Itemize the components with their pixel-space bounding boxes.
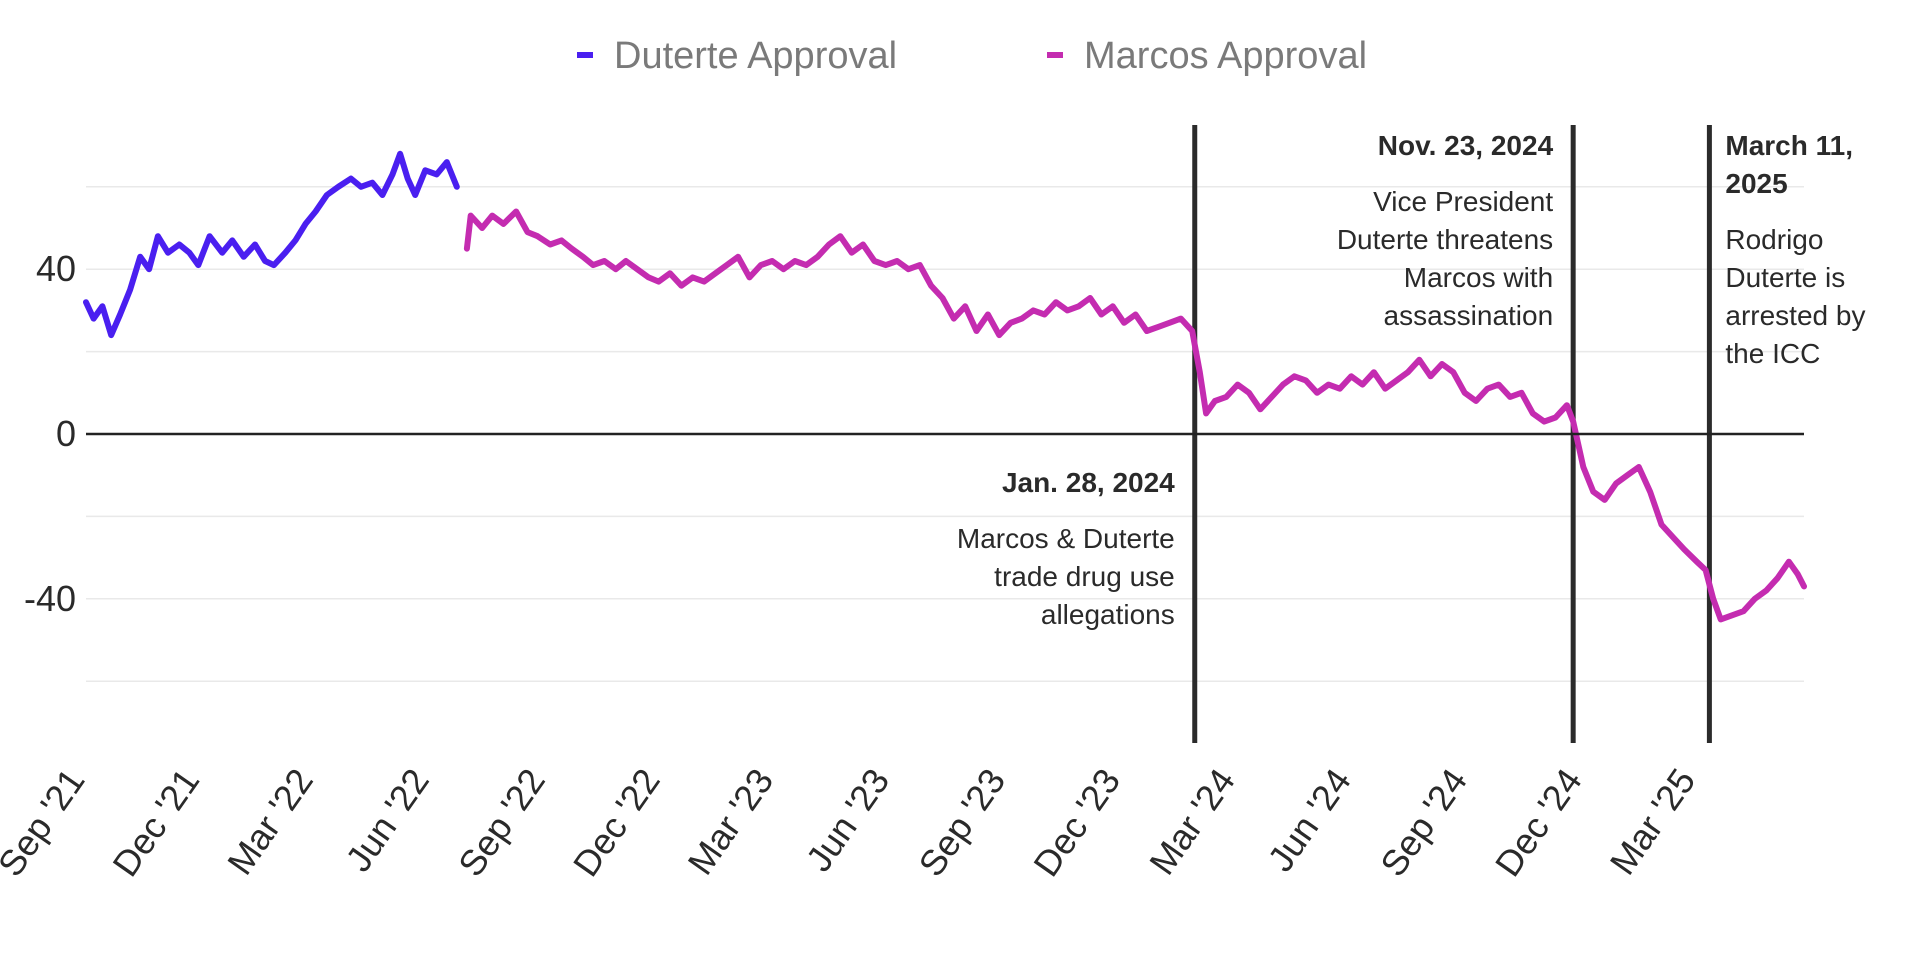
annotation-text: Marcos & Duterte — [957, 523, 1175, 554]
x-tick-label: Mar '24 — [1141, 761, 1243, 882]
x-tick-label: Mar '25 — [1602, 761, 1704, 882]
annotation-text: assassination — [1384, 300, 1554, 331]
x-tick-label: Sep '22 — [450, 761, 553, 884]
annotation-text: Vice President — [1373, 186, 1553, 217]
annotation-title: Jan. 28, 2024 — [1002, 467, 1175, 498]
series-layer — [83, 150, 1807, 623]
y-tick-label: 40 — [36, 248, 76, 289]
x-tick-label: Dec '24 — [1487, 761, 1590, 884]
annotation-title: 2025 — [1725, 168, 1787, 199]
x-tick-label: Jun '24 — [1259, 761, 1359, 879]
annotation-title: March 11, — [1725, 130, 1853, 161]
annotation-text: Marcos with — [1404, 262, 1553, 293]
x-tick-label: Mar '23 — [679, 761, 781, 882]
x-tick-label: Dec '23 — [1025, 761, 1128, 884]
annotations: Jan. 28, 2024 Marcos & Duterte trade drug … — [957, 130, 1866, 630]
x-tick-label: Sep '21 — [0, 761, 93, 884]
annotation-text: arrested by — [1725, 300, 1865, 331]
annotation-text: the ICC — [1725, 338, 1820, 369]
x-tick-label: Jun '22 — [337, 761, 437, 879]
legend-label: Duterte Approval — [614, 35, 897, 77]
annotation-title: Nov. 23, 2024 — [1378, 130, 1554, 161]
annotation-text: Duterte is — [1725, 262, 1845, 293]
x-tick-label: Mar '22 — [219, 761, 321, 882]
grid-layer — [86, 186, 1804, 682]
y-tick-label: -40 — [24, 578, 76, 619]
x-tick-label: Dec '22 — [565, 761, 668, 884]
annotation-text: trade drug use — [994, 561, 1175, 592]
legend-swatch — [577, 52, 593, 58]
legend-swatch — [1047, 52, 1063, 58]
x-tick-label: Dec '21 — [104, 761, 207, 884]
legend-label: Marcos Approval — [1084, 35, 1367, 77]
x-tick-label: Sep '23 — [910, 761, 1013, 884]
x-tick-label: Sep '24 — [1372, 761, 1475, 884]
x-tick-label: Jun '23 — [798, 761, 898, 879]
series-line — [83, 150, 460, 339]
annotation-text: Rodrigo — [1725, 224, 1823, 255]
y-tick-label: 0 — [56, 413, 76, 454]
annotation-text: allegations — [1041, 599, 1175, 630]
annotation-text: Duterte threatens — [1337, 224, 1553, 255]
legend: Duterte Approval Marcos Approval — [577, 35, 1367, 77]
series-line — [463, 208, 1807, 623]
